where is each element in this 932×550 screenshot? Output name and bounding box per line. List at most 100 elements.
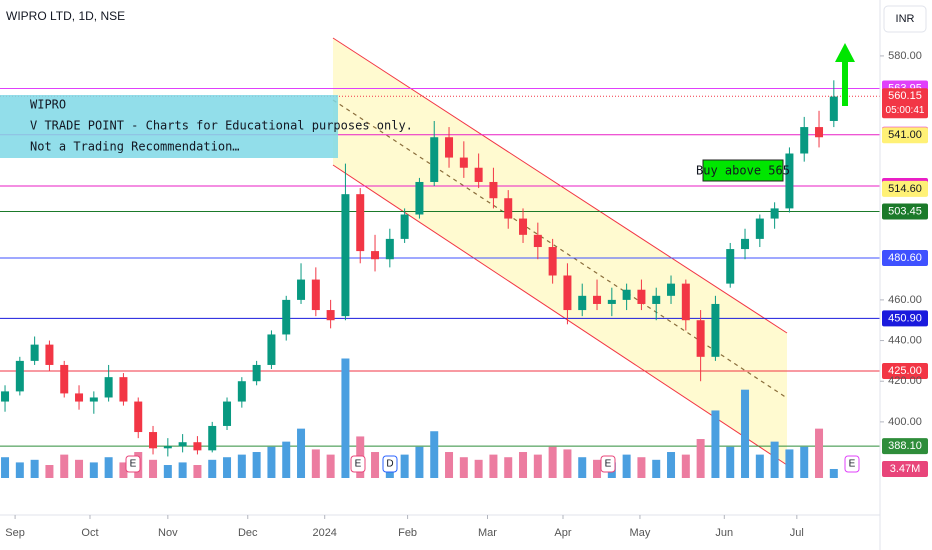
event-label: E	[355, 459, 362, 470]
marker-tag	[882, 180, 928, 197]
candle-body	[311, 279, 320, 311]
currency[interactable]: INR	[896, 13, 915, 25]
candle-body	[385, 238, 394, 260]
note-line: Not a Trading Recommendation…	[30, 140, 240, 154]
candle-body	[178, 442, 187, 447]
candle-body	[400, 214, 409, 239]
volume-bar	[193, 465, 202, 478]
note-box	[0, 95, 338, 158]
event-badge	[382, 455, 398, 473]
volume-bar	[149, 459, 158, 478]
candle-body	[711, 303, 720, 357]
candle-body	[445, 137, 454, 158]
y-tick-label: 580.00	[888, 50, 922, 62]
volume-bar	[800, 446, 809, 478]
candle-body	[1, 391, 10, 402]
candle-body	[208, 425, 217, 451]
candle-body	[667, 283, 676, 296]
level-label: 503.45	[888, 205, 922, 217]
volume-bar	[829, 468, 838, 478]
volume-label: 3.47M	[890, 463, 921, 475]
candle-body	[15, 360, 24, 392]
event-badge	[125, 455, 141, 473]
x-tick-label: Feb	[398, 527, 417, 539]
marker-label: 514.60	[888, 183, 922, 195]
volume-bar	[519, 452, 528, 478]
channel-bottom	[332, 164, 788, 466]
x-tick-label: Oct	[81, 527, 98, 539]
volume-bar	[282, 441, 291, 478]
event-badge	[844, 455, 860, 473]
candle-body	[415, 181, 424, 215]
marker-label: 541.00	[888, 129, 922, 141]
candle-body	[548, 247, 557, 276]
event-badge	[350, 455, 366, 473]
chart-title: WIPRO LTD, 1D, NSE	[6, 9, 125, 23]
current-price: 560.15	[888, 90, 922, 102]
volume-bar	[400, 454, 409, 478]
currency-button[interactable]	[883, 5, 927, 33]
volume-bar	[726, 446, 735, 478]
x-tick-label: Mar	[478, 527, 497, 539]
volume-bar	[785, 449, 794, 478]
volume-bar	[208, 459, 217, 478]
candle-body	[430, 137, 439, 182]
volume-bar	[163, 465, 172, 478]
candle-body	[163, 446, 172, 449]
candle-body	[578, 295, 587, 311]
x-tick-label: Dec	[238, 527, 258, 539]
volume-bar	[637, 457, 646, 478]
level-label: 425.00	[888, 365, 922, 377]
volume-bar	[371, 452, 380, 478]
candle-body	[252, 364, 261, 382]
y-tick-label: 400.00	[888, 416, 922, 428]
event-label: D	[386, 459, 393, 470]
volume-bar	[326, 454, 335, 478]
candle-body	[489, 181, 498, 199]
volume-bar	[89, 462, 98, 478]
countdown: 05:00:41	[886, 105, 925, 116]
candle-body	[533, 234, 542, 248]
candle-body	[371, 251, 380, 260]
candle-body	[267, 334, 276, 365]
level-tag	[882, 250, 928, 267]
candle-body	[637, 289, 646, 304]
candle-body	[282, 299, 291, 335]
y-tick-label: 420.00	[888, 375, 922, 387]
volume-bar	[311, 449, 320, 478]
candle-body	[563, 275, 572, 311]
candle-body	[504, 198, 513, 219]
note-line: WIPRO	[30, 98, 66, 112]
volume-bar	[548, 446, 557, 478]
level-label: 388.10	[888, 440, 922, 452]
volume-bar	[178, 462, 187, 478]
level-label: 450.90	[888, 312, 922, 324]
candle-body	[652, 295, 661, 304]
candle-body	[104, 377, 113, 398]
volume-bar	[474, 459, 483, 478]
volume-bar	[1, 457, 10, 478]
candle-body	[681, 283, 690, 321]
candle-body	[237, 381, 246, 402]
volume-bar	[459, 457, 468, 478]
volume-bar	[430, 431, 439, 478]
channel-mid	[332, 99, 788, 399]
event-label: E	[605, 459, 612, 470]
event-label: E	[130, 459, 137, 470]
volume-bar	[30, 459, 39, 478]
candle-body	[622, 289, 631, 300]
volume-bar	[45, 465, 54, 478]
volume-bar	[652, 459, 661, 478]
volume-bar	[815, 428, 824, 478]
candle-body	[770, 208, 779, 219]
level-tag	[882, 363, 928, 380]
candle-body	[726, 249, 735, 284]
x-tick-label: 2024	[312, 527, 336, 539]
candle-body	[30, 344, 39, 361]
up-arrow	[835, 43, 855, 106]
level-tag	[882, 438, 928, 455]
candle-body	[785, 153, 794, 209]
candle-body	[223, 401, 232, 426]
